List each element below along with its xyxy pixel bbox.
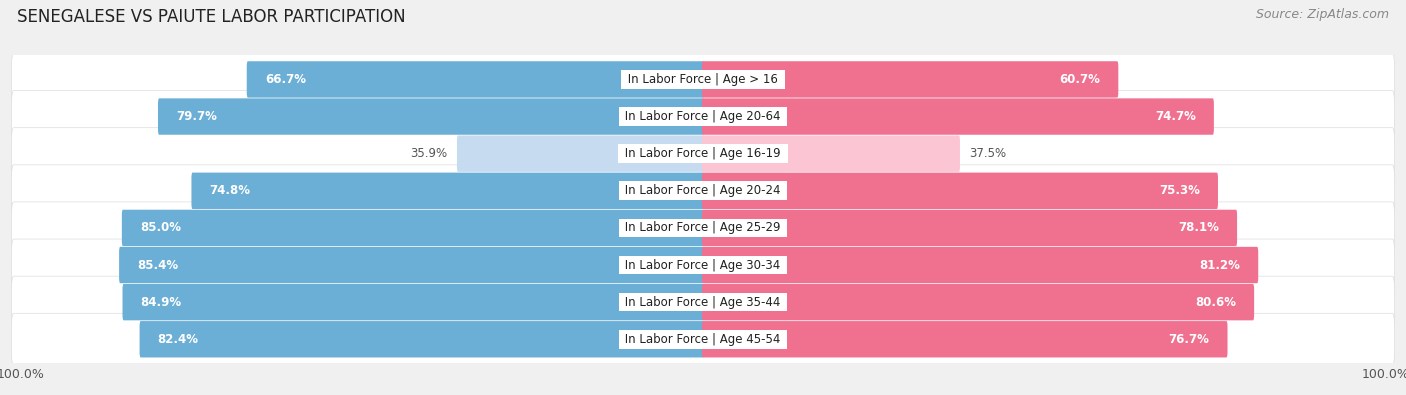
Text: 85.0%: 85.0% (141, 222, 181, 234)
FancyBboxPatch shape (702, 135, 960, 172)
Text: In Labor Force | Age > 16: In Labor Force | Age > 16 (624, 73, 782, 86)
Text: In Labor Force | Age 16-19: In Labor Force | Age 16-19 (621, 147, 785, 160)
Text: 66.7%: 66.7% (264, 73, 307, 86)
Text: 84.9%: 84.9% (141, 295, 181, 308)
FancyBboxPatch shape (702, 61, 1118, 98)
FancyBboxPatch shape (11, 165, 1395, 217)
Text: 74.7%: 74.7% (1154, 110, 1195, 123)
Text: 75.3%: 75.3% (1159, 184, 1199, 197)
FancyBboxPatch shape (11, 276, 1395, 328)
FancyBboxPatch shape (11, 202, 1395, 254)
FancyBboxPatch shape (702, 247, 1258, 283)
FancyBboxPatch shape (139, 321, 704, 357)
Text: In Labor Force | Age 35-44: In Labor Force | Age 35-44 (621, 295, 785, 308)
FancyBboxPatch shape (702, 98, 1213, 135)
FancyBboxPatch shape (120, 247, 704, 283)
Text: 79.7%: 79.7% (176, 110, 217, 123)
Text: SENEGALESE VS PAIUTE LABOR PARTICIPATION: SENEGALESE VS PAIUTE LABOR PARTICIPATION (17, 8, 405, 26)
FancyBboxPatch shape (11, 128, 1395, 180)
Text: 76.7%: 76.7% (1168, 333, 1209, 346)
Text: 37.5%: 37.5% (969, 147, 1007, 160)
FancyBboxPatch shape (246, 61, 704, 98)
Text: 81.2%: 81.2% (1199, 259, 1240, 271)
Text: In Labor Force | Age 20-64: In Labor Force | Age 20-64 (621, 110, 785, 123)
FancyBboxPatch shape (702, 321, 1227, 357)
Text: 74.8%: 74.8% (209, 184, 250, 197)
FancyBboxPatch shape (122, 284, 704, 320)
FancyBboxPatch shape (11, 53, 1395, 105)
FancyBboxPatch shape (702, 173, 1218, 209)
FancyBboxPatch shape (11, 239, 1395, 291)
FancyBboxPatch shape (457, 135, 704, 172)
Text: In Labor Force | Age 30-34: In Labor Force | Age 30-34 (621, 259, 785, 271)
FancyBboxPatch shape (157, 98, 704, 135)
FancyBboxPatch shape (11, 90, 1395, 143)
Text: 85.4%: 85.4% (138, 259, 179, 271)
Text: 82.4%: 82.4% (157, 333, 198, 346)
Text: 78.1%: 78.1% (1178, 222, 1219, 234)
FancyBboxPatch shape (702, 210, 1237, 246)
Text: In Labor Force | Age 25-29: In Labor Force | Age 25-29 (621, 222, 785, 234)
Text: In Labor Force | Age 45-54: In Labor Force | Age 45-54 (621, 333, 785, 346)
FancyBboxPatch shape (11, 313, 1395, 365)
Text: Source: ZipAtlas.com: Source: ZipAtlas.com (1256, 8, 1389, 21)
Text: 35.9%: 35.9% (411, 147, 447, 160)
FancyBboxPatch shape (702, 284, 1254, 320)
FancyBboxPatch shape (122, 210, 704, 246)
FancyBboxPatch shape (191, 173, 704, 209)
Text: 80.6%: 80.6% (1195, 295, 1236, 308)
Text: 60.7%: 60.7% (1059, 73, 1101, 86)
Text: In Labor Force | Age 20-24: In Labor Force | Age 20-24 (621, 184, 785, 197)
